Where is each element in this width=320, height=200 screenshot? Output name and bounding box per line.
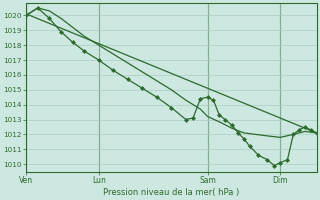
X-axis label: Pression niveau de la mer( hPa ): Pression niveau de la mer( hPa ) [103,188,239,197]
